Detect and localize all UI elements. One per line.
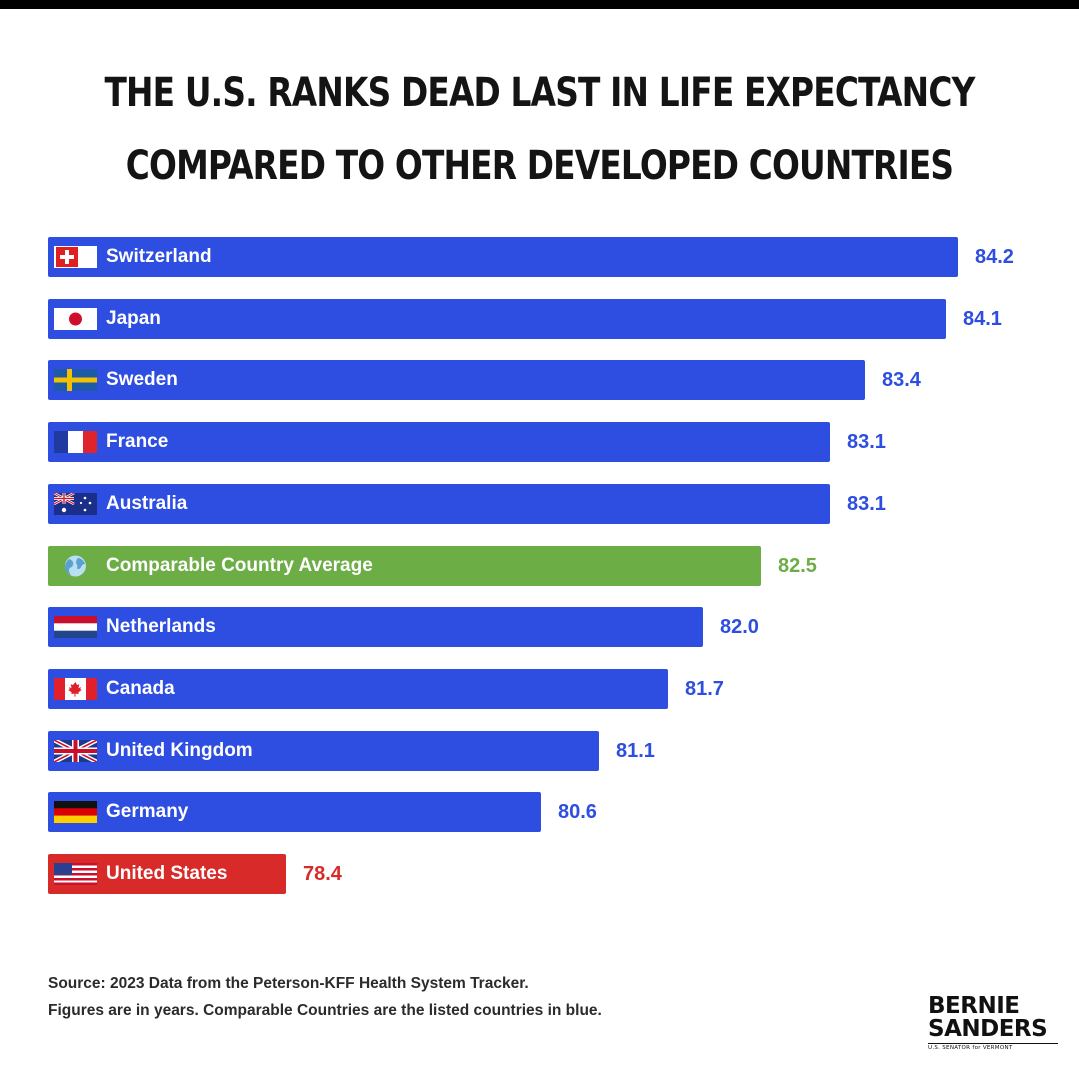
value-label-japan: 84.1 (963, 308, 1002, 330)
value-label-netherlands: 82.0 (720, 616, 759, 638)
logo-last-name: SANDERS (928, 1016, 1048, 1042)
value-label-sweden: 83.4 (882, 369, 921, 391)
figures-note: Figures are in years. Comparable Countri… (48, 1002, 602, 1019)
logo-first-name: BERNIE (928, 993, 1020, 1019)
bar-label-canada: Canada (106, 678, 175, 699)
source-note: Source: 2023 Data from the Peterson-KFF … (48, 975, 529, 992)
bar-label-united-states: United States (106, 863, 228, 884)
canada-flag-icon (54, 678, 97, 700)
value-label-canada: 81.7 (685, 678, 724, 700)
sweden-flag-icon (54, 369, 97, 391)
bar-label-united-kingdom: United Kingdom (106, 740, 253, 761)
switzerland-flag-icon (54, 246, 97, 268)
value-label-australia: 83.1 (847, 493, 886, 515)
chart-title-line-2: COMPARED TO OTHER DEVELOPED COUNTRIES (125, 143, 954, 189)
chart-canvas: THE U.S. RANKS DEAD LAST IN LIFE EXPECTA… (0, 9, 1079, 1085)
netherlands-flag-icon (54, 616, 97, 638)
bar-canada (48, 669, 668, 709)
bar-germany (48, 792, 541, 832)
united-kingdom-flag-icon (54, 740, 97, 762)
japan-flag-icon (54, 308, 97, 330)
bar-label-netherlands: Netherlands (106, 616, 216, 637)
value-label-switzerland: 84.2 (975, 246, 1014, 268)
bar-japan (48, 299, 946, 339)
germany-flag-icon (54, 801, 97, 823)
bar-australia (48, 484, 830, 524)
bar-switzerland (48, 237, 958, 277)
chart-title-line-1: THE U.S. RANKS DEAD LAST IN LIFE EXPECTA… (104, 70, 975, 116)
value-label-comparable-country-average: 82.5 (778, 555, 817, 577)
bar-label-france: France (106, 431, 169, 452)
bar-france (48, 422, 830, 462)
bernie-sanders-logo: BERNIE SANDERS U.S. SENATOR for VERMONT (928, 994, 1058, 1060)
bar-netherlands (48, 607, 703, 647)
bar-label-comparable-country-average: Comparable Country Average (106, 555, 373, 576)
bar-label-japan: Japan (106, 308, 161, 329)
logo-subtitle: U.S. SENATOR for VERMONT (928, 1043, 1058, 1053)
bar-label-germany: Germany (106, 801, 189, 822)
bar-label-australia: Australia (106, 493, 188, 514)
bar-label-sweden: Sweden (106, 369, 178, 390)
bar-chart: Switzerland 84.2 Japan 84.1 Sweden 83.4 France… (0, 9, 1079, 1085)
bar-comparable-country-average (48, 546, 761, 586)
bar-sweden (48, 360, 865, 400)
value-label-germany: 80.6 (558, 801, 597, 823)
bar-label-switzerland: Switzerland (106, 246, 212, 267)
value-label-united-states: 78.4 (303, 863, 342, 885)
value-label-united-kingdom: 81.1 (616, 740, 655, 762)
bar-united-kingdom (48, 731, 599, 771)
australia-flag-icon (54, 493, 97, 515)
globe-icon (54, 555, 97, 577)
united-states-flag-icon (54, 863, 97, 885)
value-label-france: 83.1 (847, 431, 886, 453)
france-flag-icon (54, 431, 97, 453)
